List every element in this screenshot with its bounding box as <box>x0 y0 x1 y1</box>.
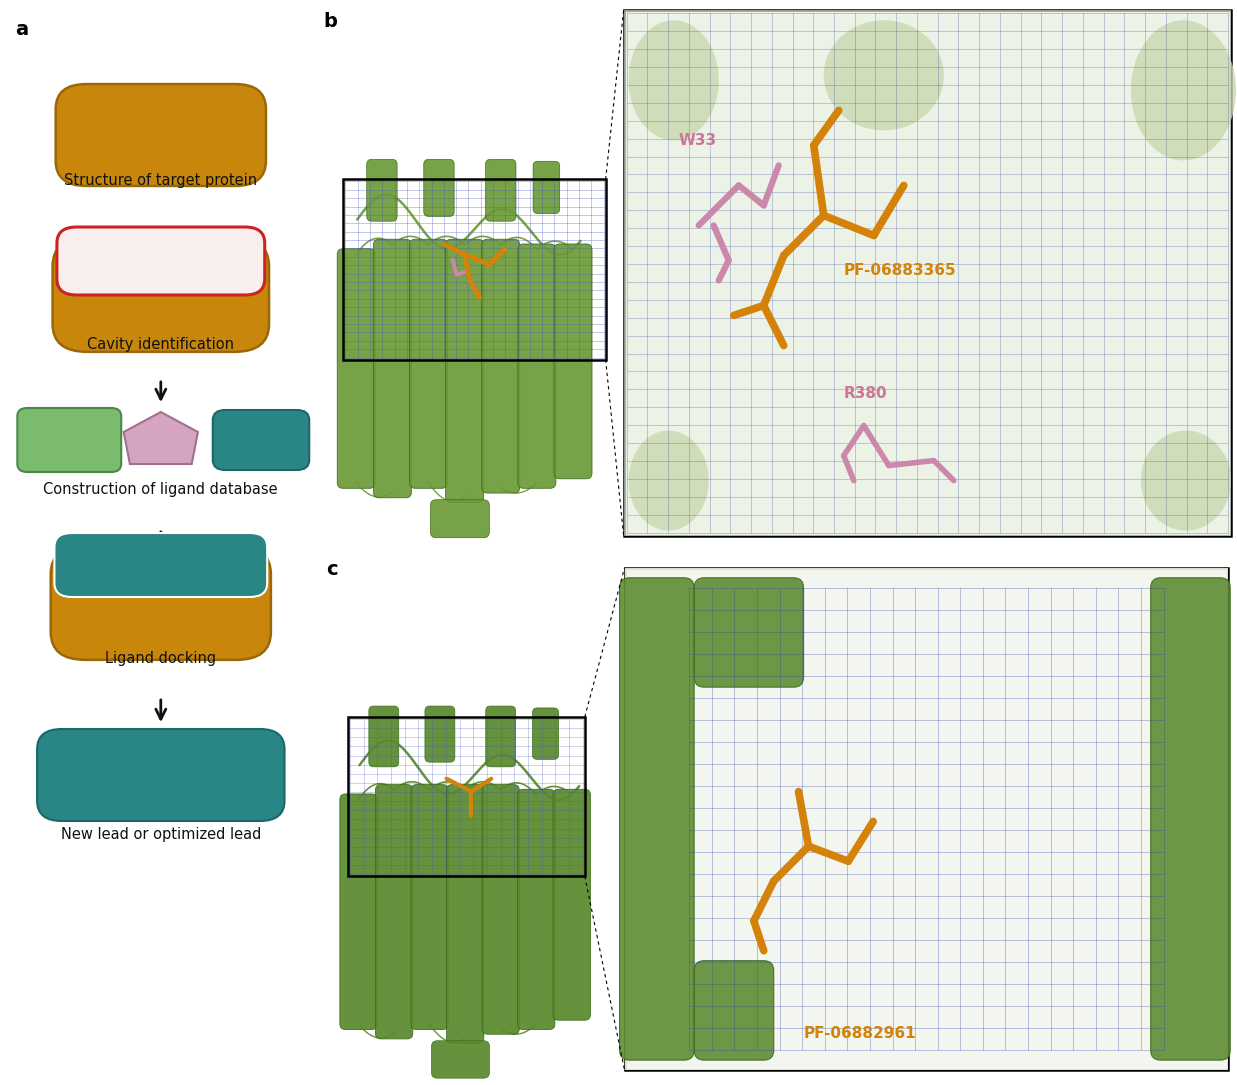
FancyBboxPatch shape <box>338 248 375 488</box>
Text: Construction of ligand database: Construction of ligand database <box>43 482 278 497</box>
FancyBboxPatch shape <box>532 707 559 760</box>
Text: Cavity identification: Cavity identification <box>88 337 234 352</box>
FancyBboxPatch shape <box>694 577 804 687</box>
Text: b: b <box>323 12 338 31</box>
Polygon shape <box>124 412 198 464</box>
FancyBboxPatch shape <box>481 239 520 493</box>
FancyBboxPatch shape <box>554 244 593 478</box>
FancyBboxPatch shape <box>366 159 397 221</box>
FancyBboxPatch shape <box>430 500 490 538</box>
FancyBboxPatch shape <box>51 546 271 660</box>
Text: Structure of target protein: Structure of target protein <box>64 173 257 188</box>
Ellipse shape <box>824 21 944 130</box>
FancyBboxPatch shape <box>486 159 516 221</box>
FancyBboxPatch shape <box>374 239 412 498</box>
FancyBboxPatch shape <box>375 784 413 1039</box>
Ellipse shape <box>1141 431 1231 531</box>
Text: c: c <box>327 560 338 579</box>
FancyBboxPatch shape <box>445 239 484 502</box>
Text: PF-06883365: PF-06883365 <box>844 264 956 279</box>
Ellipse shape <box>628 21 719 140</box>
Text: PF-06882961: PF-06882961 <box>804 1026 917 1042</box>
FancyBboxPatch shape <box>533 162 559 214</box>
Bar <box>623 10 1231 536</box>
FancyBboxPatch shape <box>57 227 265 295</box>
FancyBboxPatch shape <box>54 533 267 597</box>
FancyBboxPatch shape <box>411 784 448 1030</box>
FancyBboxPatch shape <box>1150 577 1231 1060</box>
FancyBboxPatch shape <box>482 784 520 1034</box>
Bar <box>344 179 606 359</box>
Ellipse shape <box>628 431 709 531</box>
Bar <box>348 717 585 877</box>
FancyBboxPatch shape <box>447 784 484 1044</box>
Bar <box>623 10 1231 536</box>
Bar <box>625 567 1228 1070</box>
Text: a: a <box>15 20 28 39</box>
FancyBboxPatch shape <box>517 789 555 1030</box>
FancyBboxPatch shape <box>52 239 270 352</box>
FancyBboxPatch shape <box>56 84 266 186</box>
FancyBboxPatch shape <box>518 244 555 488</box>
FancyBboxPatch shape <box>553 789 590 1020</box>
Text: New lead or optimized lead: New lead or optimized lead <box>61 827 261 842</box>
FancyBboxPatch shape <box>486 706 516 767</box>
Text: Ligand docking: Ligand docking <box>105 651 216 666</box>
FancyBboxPatch shape <box>369 706 398 767</box>
FancyBboxPatch shape <box>17 408 121 472</box>
FancyBboxPatch shape <box>694 960 773 1060</box>
Bar <box>625 567 1228 1070</box>
Text: R380: R380 <box>844 385 887 400</box>
Text: W33: W33 <box>679 133 716 149</box>
Ellipse shape <box>1131 21 1236 161</box>
FancyBboxPatch shape <box>620 577 694 1060</box>
FancyBboxPatch shape <box>432 1041 490 1078</box>
FancyBboxPatch shape <box>37 729 285 821</box>
FancyBboxPatch shape <box>426 706 455 762</box>
FancyBboxPatch shape <box>424 159 454 216</box>
FancyBboxPatch shape <box>340 794 377 1030</box>
FancyBboxPatch shape <box>213 410 309 470</box>
FancyBboxPatch shape <box>409 239 448 488</box>
